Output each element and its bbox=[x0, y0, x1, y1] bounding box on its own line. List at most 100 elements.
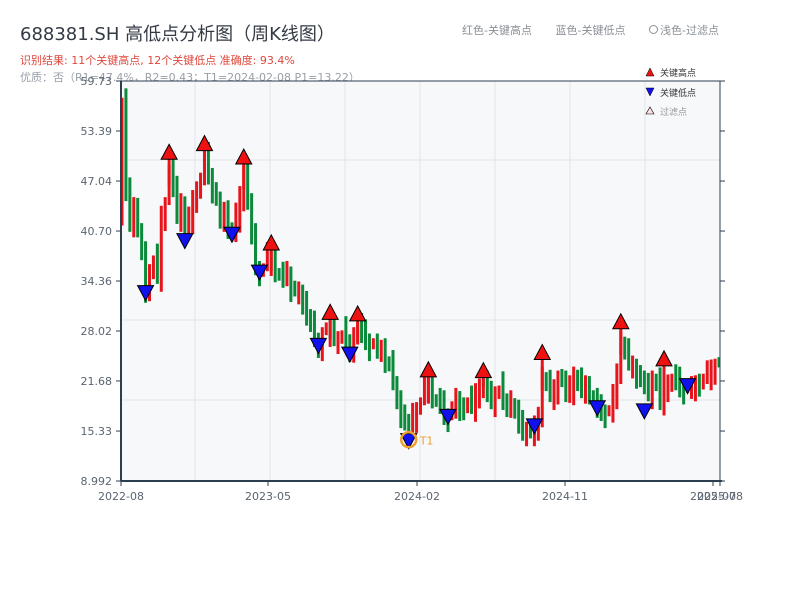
down-candle bbox=[646, 372, 650, 402]
legend-blue-label: 蓝色-关键低点 bbox=[555, 24, 626, 37]
down-candle bbox=[627, 338, 631, 371]
down-candle bbox=[642, 370, 646, 395]
down-candle bbox=[528, 422, 532, 439]
key-high-marker-icon bbox=[419, 360, 438, 378]
down-candle bbox=[273, 249, 277, 283]
up-candle bbox=[611, 383, 615, 423]
down-candle bbox=[580, 367, 584, 399]
down-candle bbox=[375, 333, 379, 359]
up-candle bbox=[705, 360, 709, 384]
up-candle bbox=[583, 375, 587, 404]
up-candle bbox=[411, 402, 415, 439]
up-candle bbox=[297, 281, 301, 305]
down-candle bbox=[364, 319, 368, 351]
up-candle bbox=[525, 421, 529, 447]
up-candle bbox=[336, 331, 340, 355]
down-candle bbox=[438, 387, 442, 414]
key-low-marker-icon bbox=[223, 226, 241, 244]
down-candle bbox=[682, 380, 686, 405]
key-high-marker-icon bbox=[195, 134, 214, 152]
down-candle bbox=[544, 372, 548, 392]
key-low-marker-icon bbox=[309, 337, 328, 355]
legend-low-icon bbox=[645, 87, 655, 97]
up-candle bbox=[147, 264, 151, 302]
down-candle bbox=[407, 413, 411, 438]
circle-icon bbox=[648, 25, 658, 34]
key-low-marker-icon bbox=[588, 400, 607, 417]
up-candle bbox=[670, 373, 674, 392]
up-candle bbox=[556, 370, 560, 405]
legend-low-label: 关键低点 bbox=[660, 87, 696, 99]
x-tick-label: 2022-08 bbox=[98, 490, 144, 503]
up-candle bbox=[493, 386, 497, 418]
down-candle bbox=[289, 266, 293, 302]
up-candle bbox=[540, 366, 544, 428]
down-candle bbox=[505, 393, 509, 418]
up-candle bbox=[419, 397, 422, 415]
down-candle bbox=[281, 261, 285, 288]
axes: 8.992 15.33 21.68 28.02 34.36 40.70 47.04 53.39… bbox=[81, 75, 743, 503]
down-candle bbox=[564, 370, 568, 403]
up-candle bbox=[234, 202, 238, 243]
down-candle bbox=[214, 182, 218, 206]
legend-light-label: 浅色-过滤点 bbox=[659, 24, 719, 37]
up-candle bbox=[132, 197, 136, 238]
down-candle bbox=[206, 141, 210, 185]
up-candle bbox=[619, 331, 623, 384]
down-candle bbox=[305, 290, 309, 326]
up-candle bbox=[666, 374, 670, 403]
down-candle bbox=[485, 370, 489, 403]
down-candle bbox=[654, 373, 658, 392]
down-candle bbox=[155, 243, 159, 284]
key-low-marker-icon bbox=[250, 264, 269, 282]
down-candle bbox=[312, 310, 316, 347]
down-candle bbox=[489, 380, 493, 410]
down-candle bbox=[360, 313, 364, 343]
down-candle bbox=[395, 376, 399, 410]
down-candle bbox=[678, 366, 682, 398]
key-high-marker-icon bbox=[348, 304, 367, 322]
y-tick-label: 21.68 bbox=[81, 375, 113, 388]
up-candle bbox=[151, 255, 155, 280]
legend-filtered-icon bbox=[645, 106, 655, 115]
up-candle bbox=[713, 358, 717, 385]
up-candle bbox=[371, 338, 375, 350]
up-candle bbox=[324, 322, 328, 336]
key-low-marker-icon bbox=[399, 433, 418, 450]
down-candle bbox=[591, 390, 595, 407]
down-candle bbox=[128, 177, 132, 232]
down-candle bbox=[367, 333, 371, 362]
down-candle bbox=[470, 385, 474, 414]
down-candle bbox=[517, 399, 521, 434]
down-candle bbox=[462, 397, 466, 421]
down-candle bbox=[513, 398, 517, 419]
up-candle bbox=[285, 260, 289, 287]
key-high-marker-icon bbox=[160, 143, 178, 160]
key-high-marker-icon bbox=[262, 233, 281, 251]
down-candle bbox=[697, 373, 701, 397]
legend-high-icon bbox=[645, 67, 655, 77]
down-candle bbox=[430, 376, 434, 409]
down-candle bbox=[218, 191, 222, 229]
key-high-marker-icon bbox=[655, 349, 673, 367]
down-candle bbox=[301, 284, 305, 315]
key-low-marker-icon bbox=[525, 418, 544, 435]
up-candle bbox=[340, 330, 344, 344]
key-low-marker-icon bbox=[678, 378, 697, 395]
down-candle bbox=[136, 197, 140, 238]
up-candle bbox=[509, 390, 513, 418]
down-candle bbox=[717, 357, 721, 368]
up-candle bbox=[477, 378, 481, 409]
key-low-marker-icon bbox=[176, 233, 194, 250]
x-tick-label: 2023-05 bbox=[245, 490, 291, 503]
down-candle bbox=[548, 369, 552, 403]
down-candle bbox=[399, 390, 403, 429]
t1-ring-icon bbox=[399, 430, 418, 449]
down-candle bbox=[383, 338, 387, 373]
down-candle bbox=[442, 390, 446, 425]
down-candle bbox=[391, 350, 395, 391]
y-tick-label: 28.02 bbox=[81, 325, 113, 338]
down-candle bbox=[332, 317, 336, 347]
down-candle bbox=[501, 371, 505, 410]
